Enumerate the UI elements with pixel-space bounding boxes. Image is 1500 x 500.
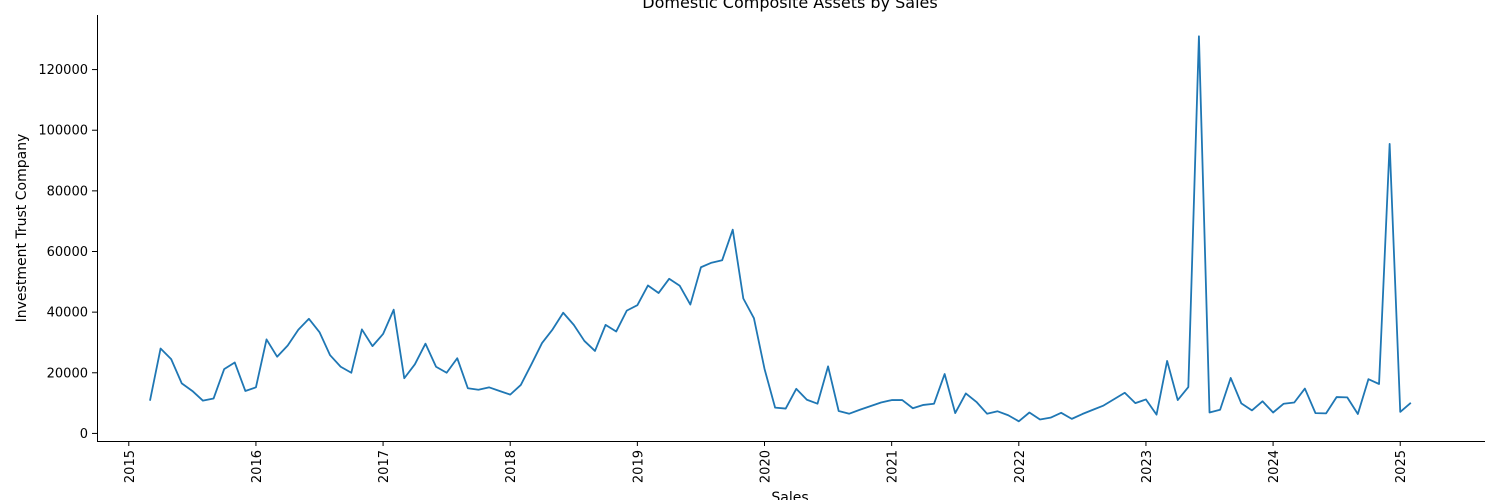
x-tick-label: 2025 (1394, 450, 1409, 483)
x-tick-label: 2016 (250, 450, 265, 483)
x-tick-label: 2015 (123, 450, 138, 483)
x-tick-label: 2022 (1013, 450, 1028, 483)
x-tick-label: 2019 (631, 450, 646, 483)
x-axis-ticks: 2015 2016 2017 2018 2019 2020 2021 2022 2023 2024… (123, 441, 1409, 483)
x-tick-label: 2017 (377, 450, 392, 483)
y-tick-label: 100000 (38, 124, 88, 139)
x-axis-title: Sales (771, 490, 808, 500)
y-tick-label: 80000 (47, 184, 88, 199)
chart-title: Domestic Composite Assets by Sales (642, 0, 937, 12)
y-tick-label: 60000 (47, 245, 88, 260)
x-tick-label: 2024 (1267, 450, 1282, 483)
x-tick-label: 2021 (886, 450, 901, 483)
x-tick-label: 2020 (759, 450, 774, 483)
y-tick-label: 120000 (38, 63, 88, 78)
y-tick-label: 40000 (47, 306, 88, 321)
series-layer (149, 35, 1412, 423)
x-tick-label: 2018 (504, 450, 519, 483)
y-tick-label: 20000 (47, 366, 88, 381)
y-axis-ticks: 0 20000 40000 60000 80000 100000 120000 (38, 63, 97, 442)
y-tick-label: 0 (80, 427, 88, 442)
x-tick-label: 2023 (1140, 450, 1155, 483)
y-axis-title: Investment Trust Company (14, 134, 30, 323)
series-line (149, 35, 1412, 423)
